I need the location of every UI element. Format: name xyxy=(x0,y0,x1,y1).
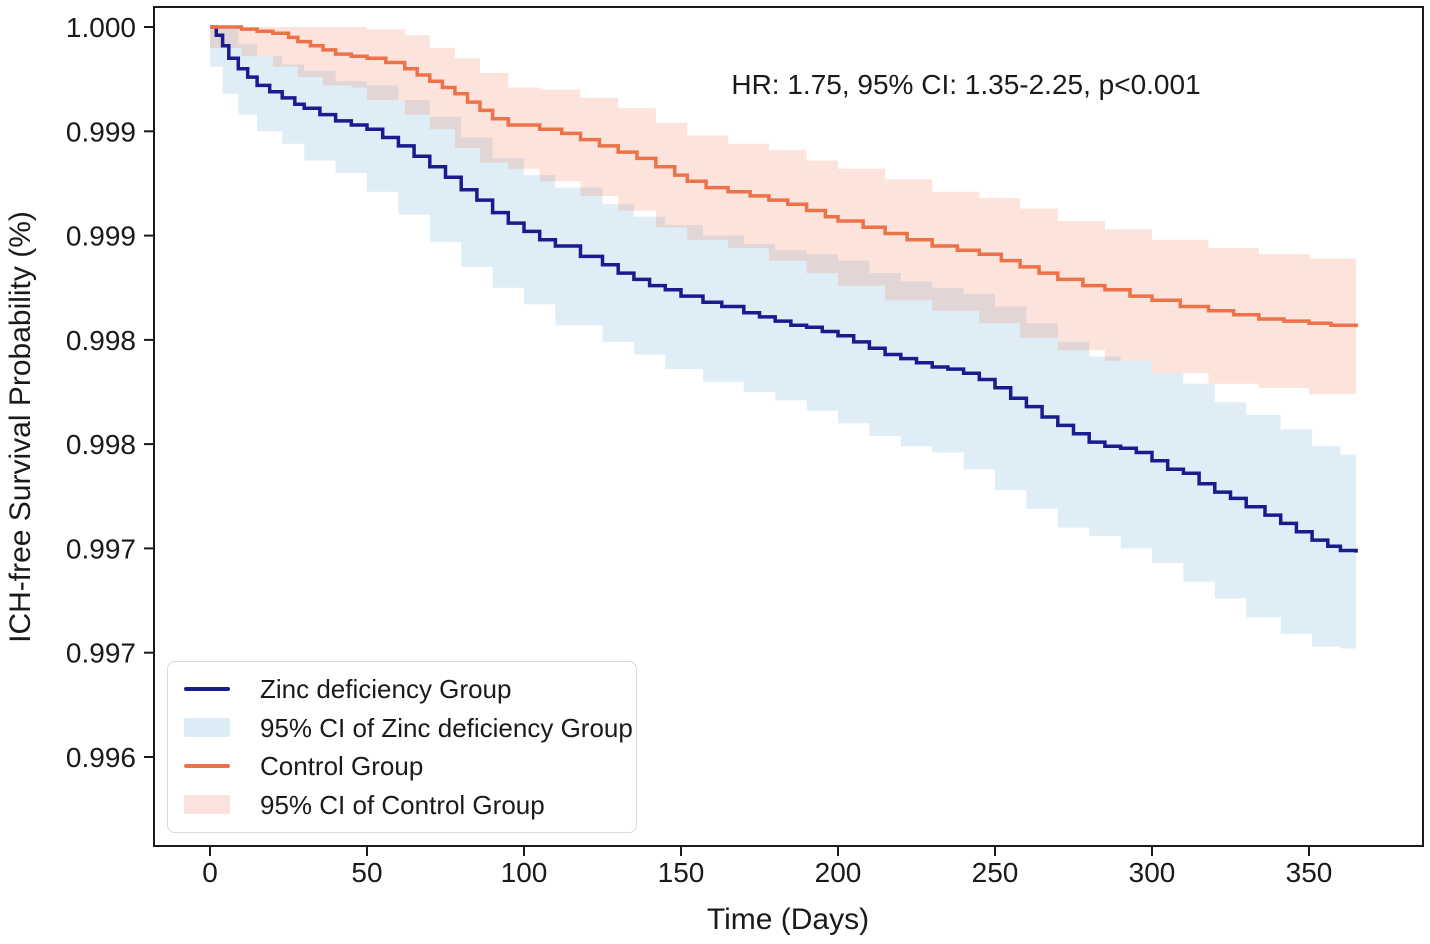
x-tick-label: 0 xyxy=(202,857,218,888)
y-tick-label: 0.999 xyxy=(66,116,136,147)
y-tick-label: 1.000 xyxy=(66,12,136,43)
x-tick-label: 50 xyxy=(351,857,382,888)
legend-box: Zinc deficiency Group 95% CI of Zinc defi… xyxy=(167,661,637,833)
legend-item-label: 95% CI of Zinc deficiency Group xyxy=(260,712,633,743)
y-tick-label: 0.997 xyxy=(66,533,136,564)
legend-item: 95% CI of Control Group xyxy=(178,792,626,818)
x-tick-label: 250 xyxy=(972,857,1019,888)
legend-item-label: Control Group xyxy=(260,751,424,782)
y-tick-label: 0.996 xyxy=(66,742,136,773)
legend-line-swatch-control xyxy=(184,764,230,769)
y-axis-label: ICH-free Survival Probability (%) xyxy=(4,211,37,643)
y-tick-label: 0.998 xyxy=(66,429,136,460)
legend-line-swatch-zinc-deficiency xyxy=(184,687,230,692)
plot-border xyxy=(153,6,1424,847)
x-tick-label: 350 xyxy=(1286,857,1333,888)
legend-item-label: Zinc deficiency Group xyxy=(260,674,512,705)
x-tick-label: 300 xyxy=(1129,857,1176,888)
y-tick-label: 0.997 xyxy=(66,638,136,669)
y-tick-label: 0.999 xyxy=(66,221,136,252)
legend-patch-swatch-control xyxy=(184,795,230,815)
legend-item-label: 95% CI of Control Group xyxy=(260,789,545,820)
x-tick-label: 200 xyxy=(815,857,862,888)
x-tick-label: 100 xyxy=(501,857,548,888)
survival-curve-control xyxy=(210,25,1358,328)
legend-patch-swatch-zinc-deficiency xyxy=(184,718,230,738)
legend-item: 95% CI of Zinc deficiency Group xyxy=(178,715,633,741)
legend-item: Control Group xyxy=(178,753,626,779)
x-tick-label: 150 xyxy=(658,857,705,888)
legend-item: Zinc deficiency Group xyxy=(178,676,626,702)
hr-annotation: HR: 1.75, 95% CI: 1.35-2.25, p<0.001 xyxy=(731,69,1201,100)
y-tick-label: 0.998 xyxy=(66,325,136,356)
survival-curve-zinc-deficiency xyxy=(210,25,1358,553)
ci-band-zinc-deficiency xyxy=(210,27,1357,649)
x-axis-label: Time (Days) xyxy=(706,903,870,936)
